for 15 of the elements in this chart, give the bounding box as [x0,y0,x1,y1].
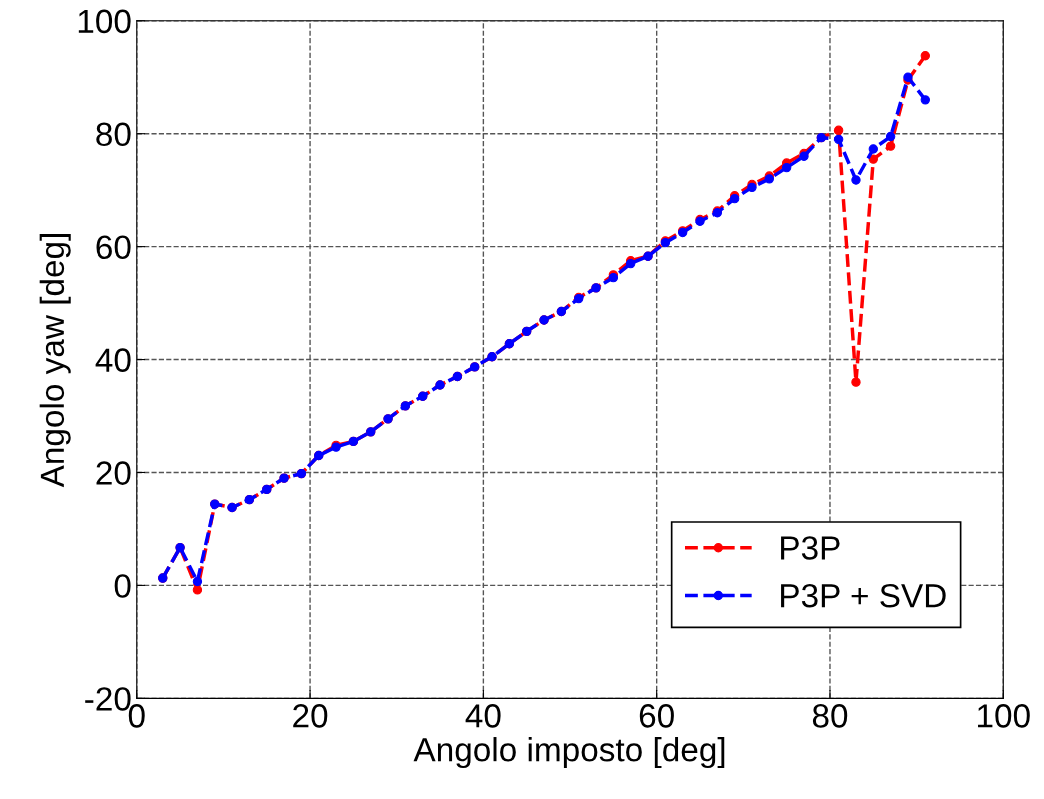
y-tick-label: 80 [96,122,131,147]
x-tick-label: 100 [978,704,1030,728]
x-tick-label: 60 [639,704,674,728]
x-tick-label: 20 [293,704,328,728]
x-tick-label: 40 [465,704,501,728]
y-tick-label: 40 [95,348,131,372]
y-tick-label: 0 [114,574,131,598]
x-tick-label: 80 [812,704,848,728]
legend-label: P3P + SVD [781,583,946,608]
y-tick-label: 20 [96,461,131,485]
legend-label: P3P [781,536,840,560]
y-tick-label: 100 [78,9,131,34]
x-axis-title: Angolo imposto [deg] [413,737,725,769]
y-axis-title: Angolo yaw [deg] [39,234,71,488]
y-tick-label: 60 [96,235,131,260]
